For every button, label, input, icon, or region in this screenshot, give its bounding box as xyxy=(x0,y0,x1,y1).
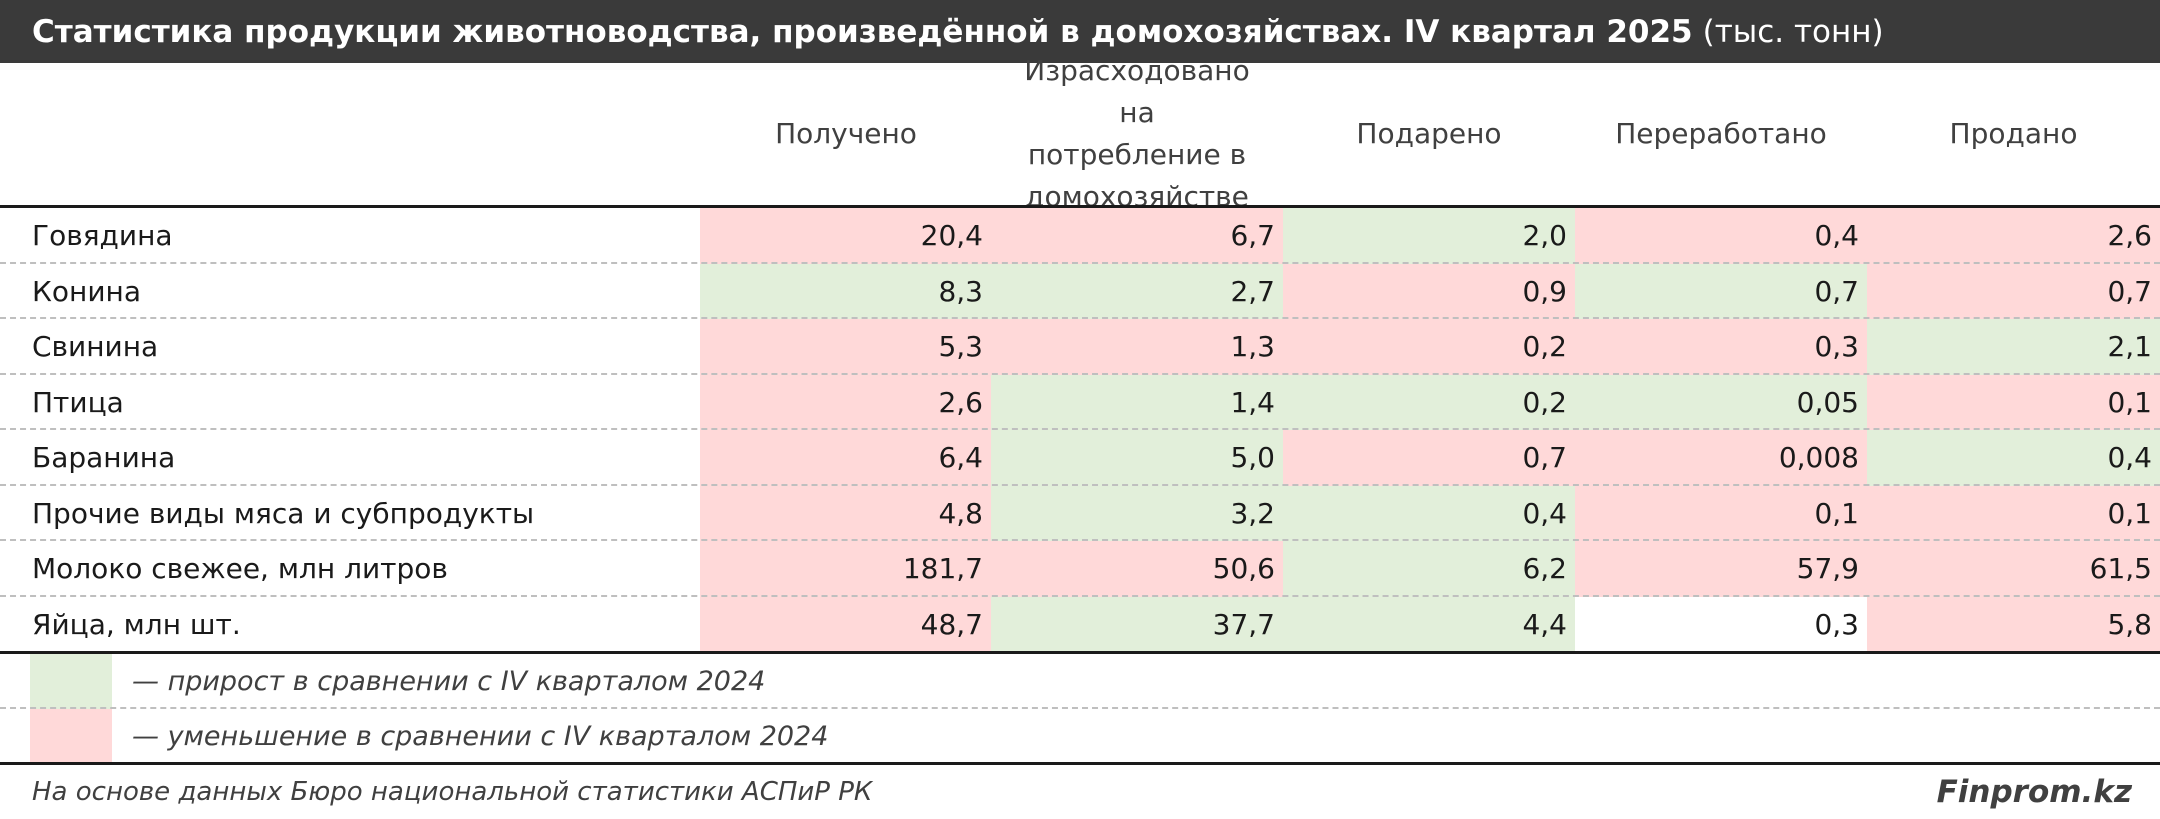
table-cell: 57,9 xyxy=(1575,541,1867,597)
decrease-swatch xyxy=(30,709,112,764)
table-cell: 4,4 xyxy=(1283,596,1575,652)
legend-increase-label: — прирост в сравнении с IV кварталом 202… xyxy=(132,666,766,697)
row-label: Конина xyxy=(32,274,141,308)
row-separator xyxy=(0,707,2160,709)
increase-swatch xyxy=(30,654,112,709)
column-header: Переработано xyxy=(1615,117,1827,150)
table-cell: 0,1 xyxy=(1575,485,1867,541)
table-cell: 5,8 xyxy=(1867,596,2160,652)
table-cell: 0,05 xyxy=(1575,374,1867,430)
column-header: Подарено xyxy=(1356,117,1502,150)
table-cell: 0,3 xyxy=(1575,319,1867,375)
row-label: Прочие виды мяса и субпродукты xyxy=(32,496,535,530)
table-row: Яйца, млн шт. 48,7 37,7 4,4 0,3 5,8 xyxy=(0,596,2160,652)
column-header: Израсходовано на потребление в домохозяй… xyxy=(1024,54,1250,213)
row-separator xyxy=(0,539,2160,541)
table-cell: 6,7 xyxy=(991,208,1283,264)
table-cell: 0,4 xyxy=(1283,485,1575,541)
table-cell: 20,4 xyxy=(700,208,991,264)
table-cell: 0,2 xyxy=(1283,319,1575,375)
row-label: Птица xyxy=(32,385,124,419)
table-cell: 0,2 xyxy=(1283,374,1575,430)
table-cell: 0,7 xyxy=(1283,430,1575,486)
row-label: Говядина xyxy=(32,219,173,253)
table-cell: 181,7 xyxy=(700,541,991,597)
table-cell: 8,3 xyxy=(700,263,991,319)
data-table: Говядина 20,4 6,7 2,0 0,4 2,6 Конина 8,3 2,7 0,9 0… xyxy=(0,208,2160,652)
table-cell: 3,2 xyxy=(991,485,1283,541)
table-cell: 37,7 xyxy=(991,596,1283,652)
table-cell: 0,7 xyxy=(1575,263,1867,319)
header-divider xyxy=(0,205,2160,208)
table-row: Прочие виды мяса и субпродукты 4,8 3,2 0,4 0… xyxy=(0,485,2160,541)
table-cell: 2,6 xyxy=(1867,208,2160,264)
table-row: Свинина 5,3 1,3 0,2 0,3 2,1 xyxy=(0,319,2160,375)
table-row: Молоко свежее, млн литров 181,7 50,6 6,2 57,… xyxy=(0,541,2160,597)
column-header: Продано xyxy=(1949,117,2078,150)
table-cell: 2,0 xyxy=(1283,208,1575,264)
table-cell: 4,8 xyxy=(700,485,991,541)
table-cell: 1,4 xyxy=(991,374,1283,430)
table-cell: 2,6 xyxy=(700,374,991,430)
table-cell: 0,1 xyxy=(1867,485,2160,541)
column-header: Получено xyxy=(775,117,917,150)
table-cell: 0,4 xyxy=(1867,430,2160,486)
row-separator xyxy=(0,261,2160,264)
table-cell: 0,7 xyxy=(1867,263,2160,319)
table-cell: 48,7 xyxy=(700,596,991,652)
page-title: Статистика продукции животноводства, про… xyxy=(32,13,1693,50)
legend: — прирост в сравнении с IV кварталом 202… xyxy=(0,654,2160,764)
row-separator xyxy=(0,594,2160,597)
table-cell: 5,3 xyxy=(700,319,991,375)
row-label: Свинина xyxy=(32,330,159,364)
table-cell: 5,0 xyxy=(991,430,1283,486)
table-cell: 0,9 xyxy=(1283,263,1575,319)
row-separator xyxy=(0,428,2160,430)
row-label: Молоко свежее, млн литров xyxy=(32,552,448,586)
table-row: Баранина 6,4 5,0 0,7 0,008 0,4 xyxy=(0,430,2160,486)
footer: На основе данных Бюро национальной стати… xyxy=(0,765,2160,819)
row-separator xyxy=(0,317,2160,319)
table-cell: 50,6 xyxy=(991,541,1283,597)
table-cell: 0,1 xyxy=(1867,374,2160,430)
table-cell: 1,3 xyxy=(991,319,1283,375)
row-label: Баранина xyxy=(32,441,176,475)
title-bar: Статистика продукции животноводства, про… xyxy=(0,0,2160,63)
row-separator xyxy=(0,483,2160,486)
table-cell: 0,4 xyxy=(1575,208,1867,264)
table-bottom-divider xyxy=(0,651,2160,654)
table-row: Конина 8,3 2,7 0,9 0,7 0,7 xyxy=(0,263,2160,319)
table-cell: 2,1 xyxy=(1867,319,2160,375)
legend-item-increase: — прирост в сравнении с IV кварталом 202… xyxy=(0,654,2160,709)
footer-divider xyxy=(0,762,2160,765)
table-cell: 0,3 xyxy=(1575,596,1867,652)
row-label: Яйца, млн шт. xyxy=(32,607,241,641)
table-cell: 6,2 xyxy=(1283,541,1575,597)
table-header: Получено Израсходовано на потребление в д… xyxy=(0,54,2160,213)
table-cell: 2,7 xyxy=(991,263,1283,319)
table-cell: 6,4 xyxy=(700,430,991,486)
legend-decrease-label: — уменьшение в сравнении с IV кварталом … xyxy=(132,721,829,752)
source-note: На основе данных Бюро национальной стати… xyxy=(32,777,873,807)
brand-logo: Finprom.kz xyxy=(1936,774,2132,810)
table-cell: 0,008 xyxy=(1575,430,1867,486)
table-cell: 61,5 xyxy=(1867,541,2160,597)
table-row: Говядина 20,4 6,7 2,0 0,4 2,6 xyxy=(0,208,2160,264)
row-separator xyxy=(0,372,2160,375)
title-unit: (тыс. тонн) xyxy=(1702,13,1884,50)
table-row: Птица 2,6 1,4 0,2 0,05 0,1 xyxy=(0,374,2160,430)
legend-item-decrease: — уменьшение в сравнении с IV кварталом … xyxy=(0,709,2160,764)
